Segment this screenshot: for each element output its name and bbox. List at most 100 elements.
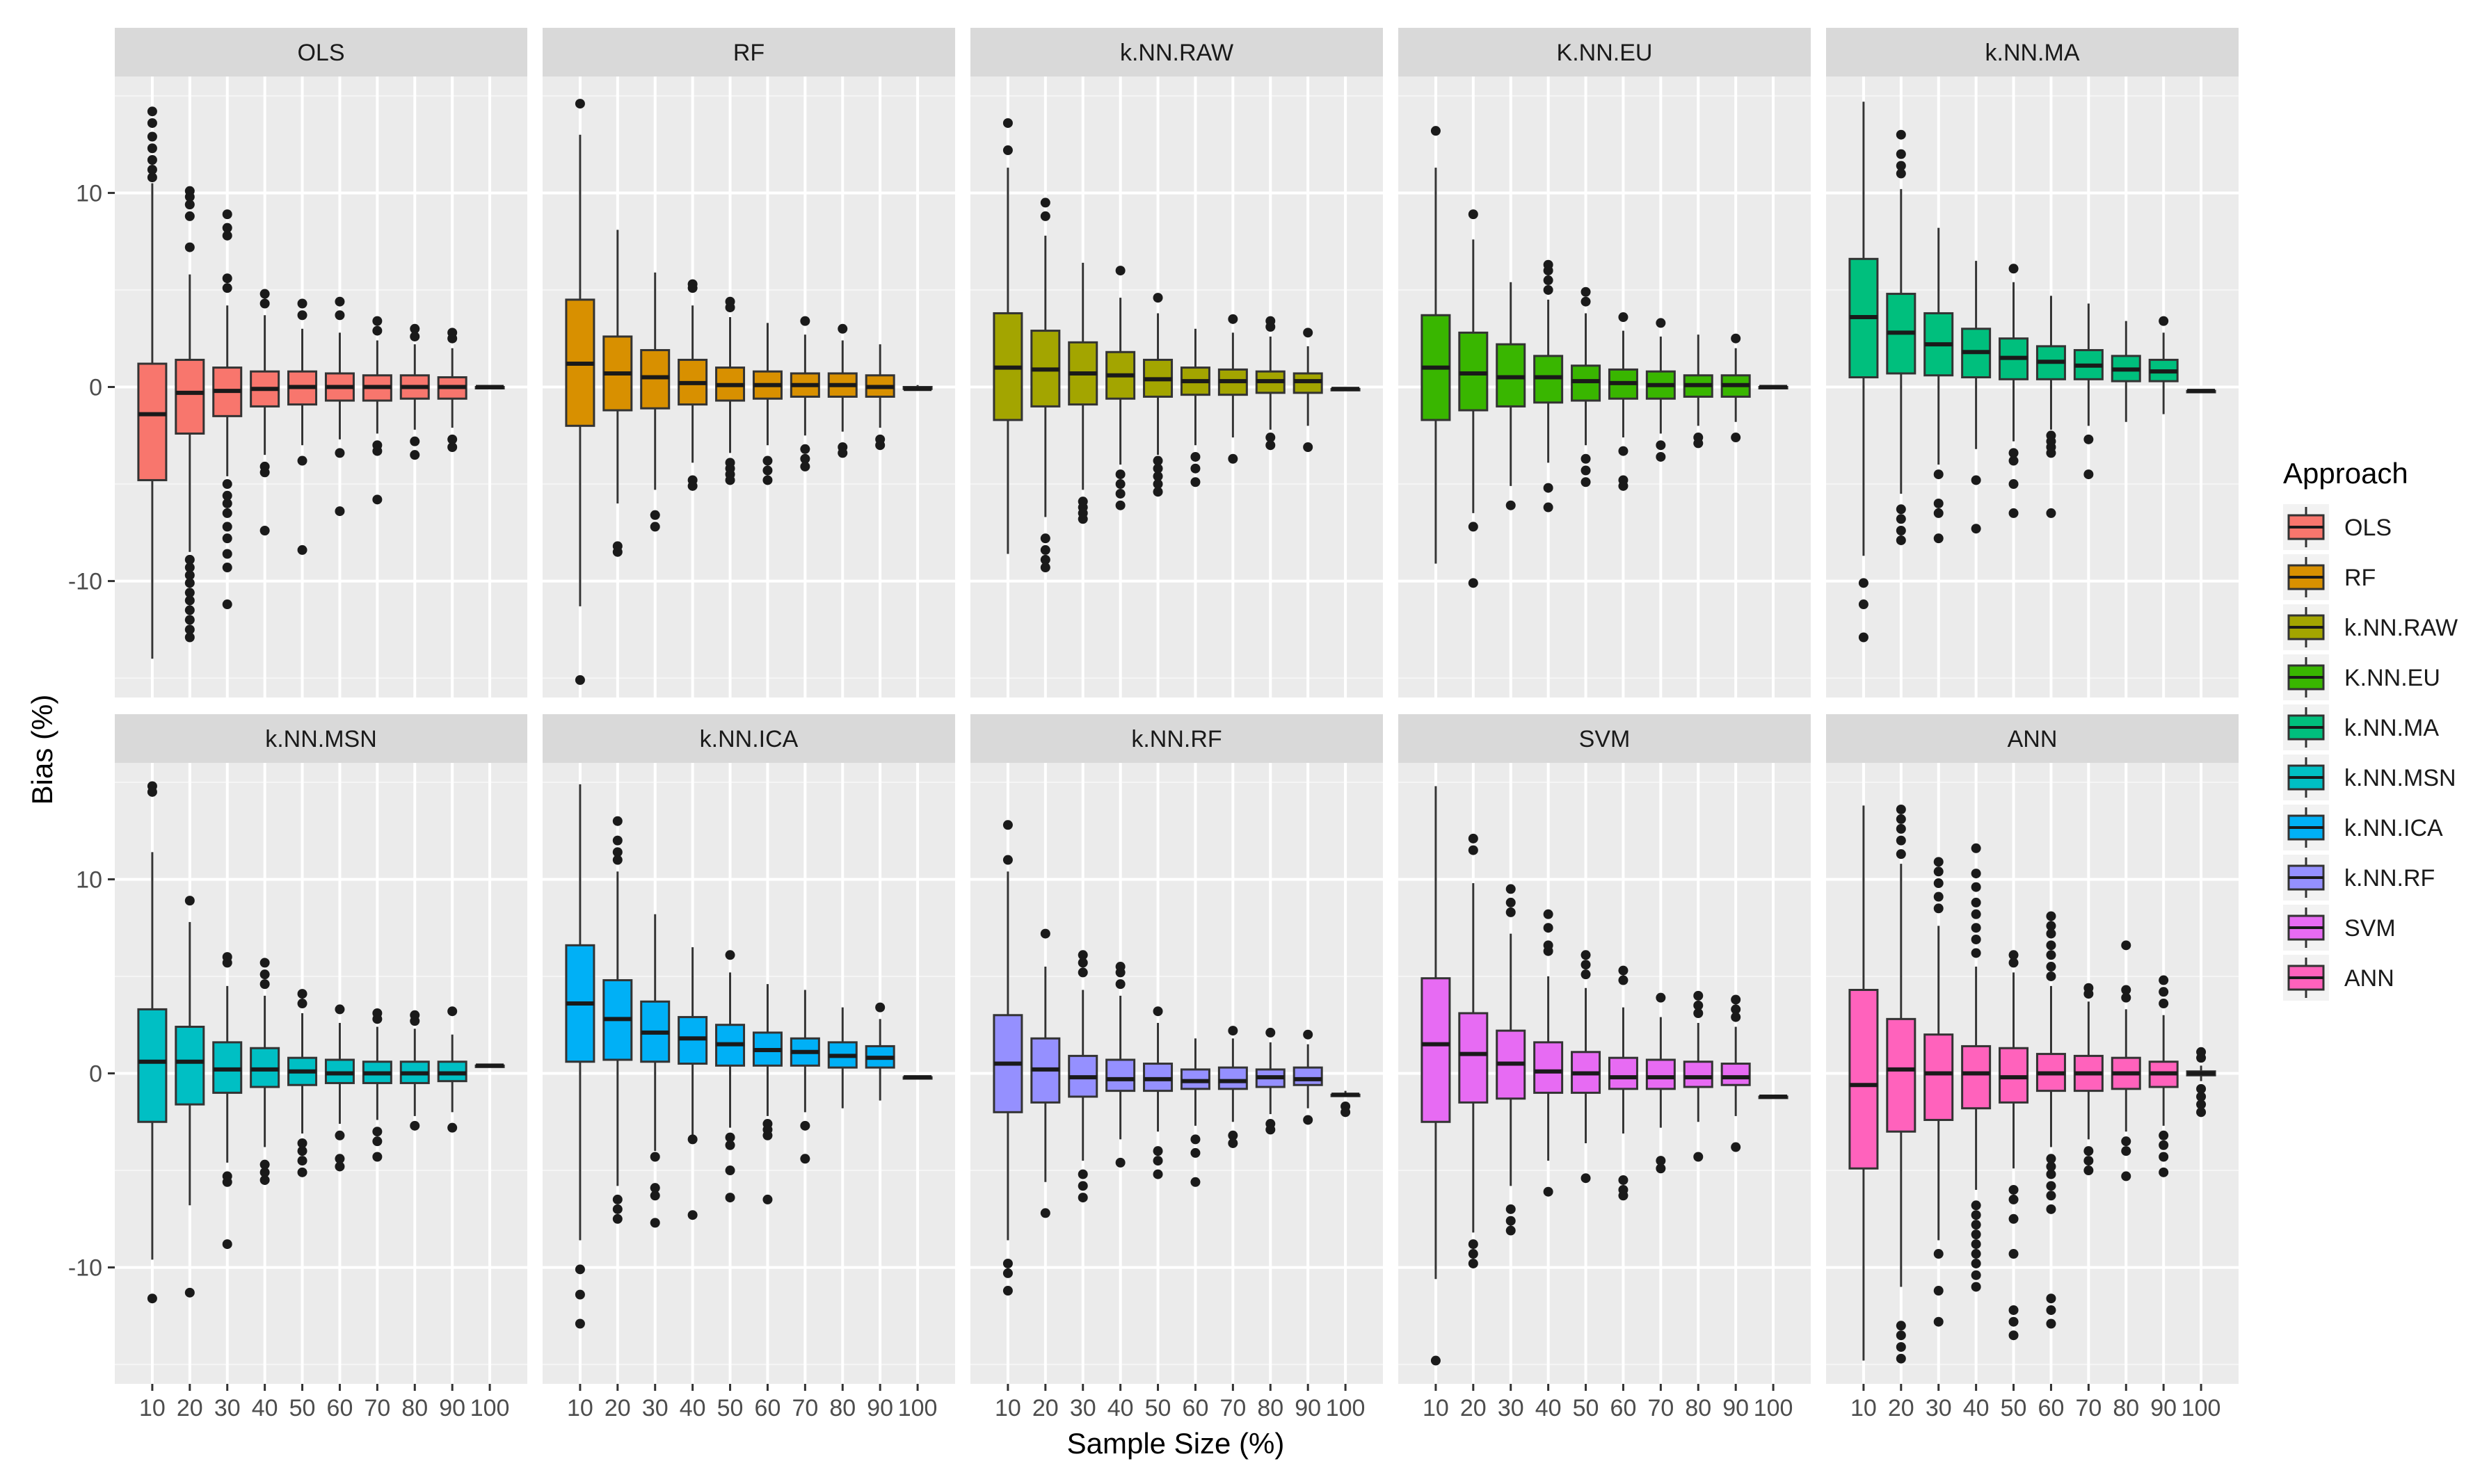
outlier-point (2008, 479, 2019, 490)
outlier-point (612, 1204, 623, 1214)
y-tick-label: -10 (68, 569, 102, 595)
box-100 (2186, 389, 2216, 394)
outlier-point (259, 289, 270, 299)
outlier-point (222, 223, 232, 233)
outlier-point (259, 979, 270, 990)
outlier-point (2121, 985, 2131, 995)
outlier-point (1153, 1169, 1163, 1179)
outlier-point (2121, 1171, 2131, 1181)
outlier-point (1265, 440, 1276, 451)
y-tick-label: 0 (89, 375, 102, 401)
box-iqr (1292, 1066, 1323, 1086)
outlier-point (762, 455, 773, 466)
outlier-point (575, 1318, 585, 1329)
outlier-point (222, 549, 232, 559)
outlier-point (1971, 934, 1981, 944)
outlier-point (222, 1239, 232, 1250)
outlier-point (1153, 463, 1163, 474)
outlier-point (2008, 950, 2019, 960)
outlier-point (1656, 440, 1666, 451)
x-tick-label: 50 (1573, 1395, 1599, 1421)
outlier-point (1040, 554, 1050, 565)
box-70 (2073, 983, 2104, 1176)
outlier-point (372, 316, 383, 326)
box-80 (1683, 334, 1713, 449)
outlier-point (1002, 855, 1013, 865)
legend-item-ols: OLS (2283, 504, 2392, 550)
outlier-point (725, 1132, 735, 1143)
outlier-point (147, 118, 157, 128)
box-80 (1255, 1027, 1286, 1135)
outlier-point (2046, 1161, 2056, 1172)
box-40 (1961, 261, 1992, 534)
box-10 (993, 118, 1023, 554)
outlier-point (1002, 1286, 1013, 1296)
x-tick-label: 50 (717, 1395, 744, 1421)
outlier-point (1505, 1204, 1516, 1214)
x-tick-label: 20 (1032, 1395, 1059, 1421)
outlier-point (650, 1191, 660, 1201)
outlier-point (410, 1120, 420, 1131)
outlier-point (2008, 1249, 2019, 1259)
box-100 (474, 385, 505, 389)
facet-strip-label: k.NN.MA (1985, 40, 2080, 66)
outlier-point (1228, 1026, 1238, 1036)
outlier-point (297, 1138, 307, 1148)
legend-item-k-nn-raw: k.NN.RAW (2283, 604, 2458, 650)
outlier-point (410, 450, 420, 460)
outlier-point (1543, 909, 1553, 919)
outlier-point (1971, 475, 1981, 485)
legend-label: k.NN.MSN (2344, 765, 2456, 791)
box-70 (1217, 314, 1248, 464)
outlier-point (1656, 318, 1666, 328)
box-10 (1420, 126, 1451, 564)
outlier-point (2046, 962, 2056, 972)
outlier-point (1731, 994, 1741, 1005)
outlier-point (184, 242, 195, 252)
outlier-point (612, 816, 623, 826)
outlier-point (1580, 287, 1591, 297)
outlier-point (1153, 1156, 1163, 1166)
outlier-point (184, 1287, 195, 1298)
outlier-point (297, 999, 307, 1009)
x-tick-label: 90 (1722, 1395, 1749, 1421)
outlier-point (2159, 1130, 2169, 1140)
outlier-point (1933, 1286, 1944, 1296)
outlier-point (297, 310, 307, 321)
box-30 (1496, 884, 1526, 1236)
outlier-point (184, 588, 195, 598)
outlier-point (447, 1122, 458, 1133)
outlier-point (1543, 259, 1553, 270)
outlier-point (1896, 814, 1906, 824)
box-90 (865, 344, 895, 451)
outlier-point (372, 1008, 383, 1018)
outlier-point (1896, 535, 1906, 545)
outlier-point (762, 1194, 773, 1204)
facet-strip-label: k.NN.MSN (265, 726, 377, 752)
x-tick-label: 40 (1107, 1395, 1134, 1421)
outlier-point (2046, 1169, 2056, 1179)
outlier-point (147, 106, 157, 117)
box-20 (1030, 197, 1061, 573)
box-30 (1496, 282, 1526, 510)
outlier-point (335, 1154, 345, 1164)
outlier-point (1543, 275, 1553, 286)
outlier-point (2159, 999, 2169, 1009)
outlier-point (1971, 524, 1981, 534)
legend-label: k.NN.MA (2344, 715, 2439, 741)
outlier-point (1656, 1163, 1666, 1174)
facet-strip (115, 28, 527, 76)
outlier-point (1896, 514, 1906, 524)
box-80 (1255, 316, 1286, 451)
box-40 (678, 947, 708, 1220)
outlier-point (1933, 857, 1944, 867)
outlier-point (222, 599, 232, 610)
outlier-point (2008, 1194, 2019, 1204)
outlier-point (1971, 843, 1981, 853)
box-iqr (1645, 1058, 1676, 1090)
x-tick-label: 40 (252, 1395, 278, 1421)
outlier-point (1896, 804, 1906, 814)
x-tick-label: 90 (867, 1395, 893, 1421)
outlier-point (1002, 1268, 1013, 1278)
x-tick-label: 60 (755, 1395, 781, 1421)
